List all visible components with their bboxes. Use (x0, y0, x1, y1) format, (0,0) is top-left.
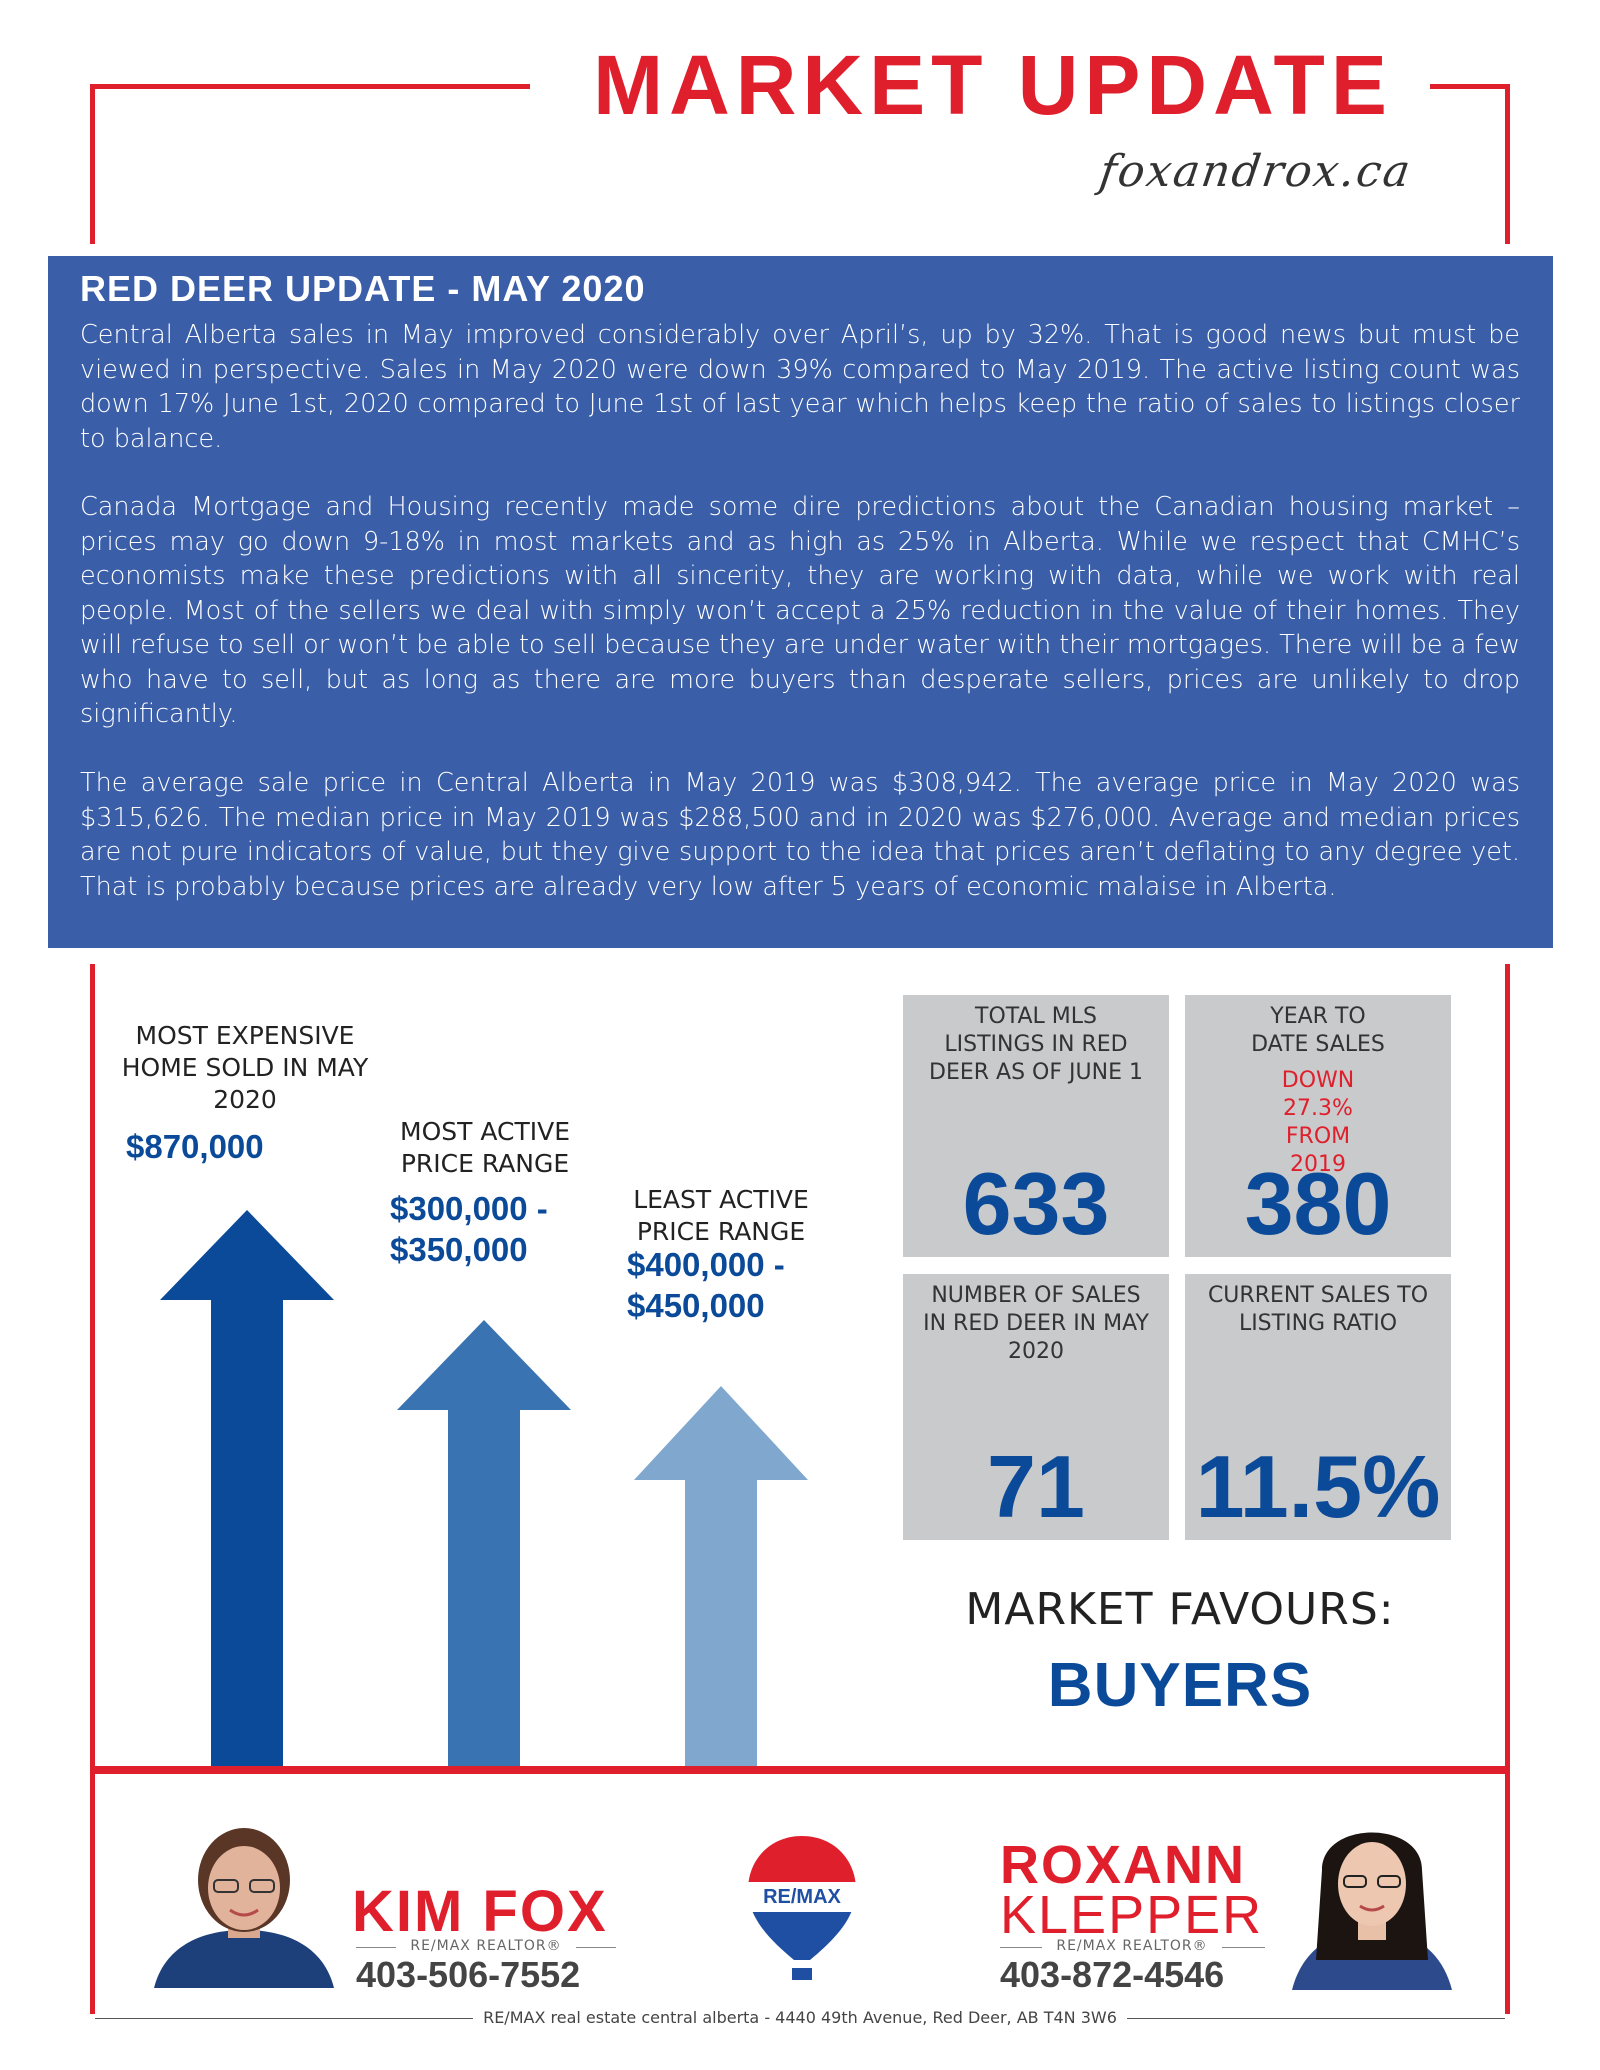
remax-logo-text: RE/MAX (763, 1886, 841, 1908)
roxann-title: RE/MAX REALTOR® (1042, 1938, 1222, 1954)
arrow-least-active (634, 1386, 808, 1766)
least-active-label: LEAST ACTIVE PRICE RANGE (633, 1185, 809, 1246)
frame-top-left-line (90, 84, 530, 89)
stat-may-sales: NUMBER OF SALES IN RED DEER IN MAY 2020 … (903, 1274, 1169, 1540)
page-title: MARKET UPDATE (593, 38, 1393, 132)
frame-right-top (1505, 84, 1510, 244)
stat-sales-ratio-label: CURRENT SALES TO LISTING RATIO (1207, 1283, 1429, 1336)
arrow-most-expensive (160, 1210, 334, 1766)
arrow-most-active (397, 1320, 571, 1766)
roxann-last-name: KLEPPER (1000, 1885, 1264, 1945)
most-active-label: MOST ACTIVE PRICE RANGE (400, 1117, 570, 1178)
frame-left-middle (90, 964, 95, 2014)
stat-may-sales-label: NUMBER OF SALES IN RED DEER IN MAY 2020 (923, 1283, 1149, 1364)
frame-top-right-line (1430, 84, 1510, 89)
roxann-phone[interactable]: 403-872-4546 (1000, 1954, 1225, 1995)
remax-balloon-logo: RE/MAX (748, 1836, 856, 1980)
website-signature[interactable]: foxandrox.ca (1096, 146, 1416, 197)
stat-total-listings: TOTAL MLS LISTINGS IN RED DEER AS OF JUN… (903, 995, 1169, 1257)
stat-sales-ratio-value: 11.5% (1195, 1437, 1441, 1536)
frame-left-top (90, 84, 95, 244)
roxann-first-name: ROXANN (1000, 1835, 1247, 1895)
update-panel: RED DEER UPDATE - MAY 2020 Central Alber… (48, 256, 1553, 948)
roxann-klepper-avatar (1292, 1832, 1452, 1990)
market-favours-value: BUYERS (1047, 1651, 1313, 1720)
stat-may-sales-value: 71 (987, 1437, 1085, 1536)
stat-ytd-sales-label: YEAR TO DATE SALES (1251, 1004, 1385, 1057)
arrows-graphic (160, 1210, 808, 1766)
update-paragraph-2: Canada Mortgage and Housing recently mad… (80, 492, 1520, 729)
stat-ytd-sales: YEAR TO DATE SALES DOWN 27.3% FROM 2019 … (1185, 995, 1451, 1257)
most-expensive-label: MOST EXPENSIVE HOME SOLD IN MAY 2020 (121, 1021, 369, 1114)
most-active-value-2: $350,000 (390, 1231, 528, 1268)
update-heading: RED DEER UPDATE - MAY 2020 (80, 268, 646, 309)
stat-total-listings-label: TOTAL MLS LISTINGS IN RED DEER AS OF JUN… (929, 1004, 1143, 1085)
most-expensive-value: $870,000 (126, 1128, 264, 1165)
kim-fox-phone[interactable]: 403-506-7552 (356, 1954, 581, 1995)
kim-fox-avatar (154, 1828, 334, 1988)
market-favours-label: MARKET FAVOURS: (965, 1584, 1395, 1635)
stat-total-listings-value: 633 (962, 1154, 1110, 1253)
most-active-value-1: $300,000 - (390, 1190, 548, 1227)
least-active-value-2: $450,000 (627, 1287, 765, 1324)
stat-ytd-sales-value: 380 (1244, 1154, 1392, 1253)
update-paragraph-1: Central Alberta sales in May improved co… (80, 320, 1520, 454)
least-active-value-1: $400,000 - (627, 1246, 785, 1283)
footer-address: RE/MAX real estate central alberta - 444… (0, 2008, 1600, 2027)
footer-address-text: RE/MAX real estate central alberta - 444… (473, 2008, 1127, 2027)
stat-sales-ratio: CURRENT SALES TO LISTING RATIO 11.5% (1185, 1274, 1451, 1540)
kim-fox-name: KIM FOX (352, 1879, 608, 1944)
update-paragraph-3: The average sale price in Central Albert… (80, 768, 1520, 902)
kim-fox-title: RE/MAX REALTOR® (396, 1938, 576, 1954)
frame-right-middle (1505, 964, 1510, 2014)
stat-ytd-sales-change: DOWN 27.3% FROM 2019 (1281, 1068, 1355, 1177)
frame-divider (90, 1766, 1510, 1774)
